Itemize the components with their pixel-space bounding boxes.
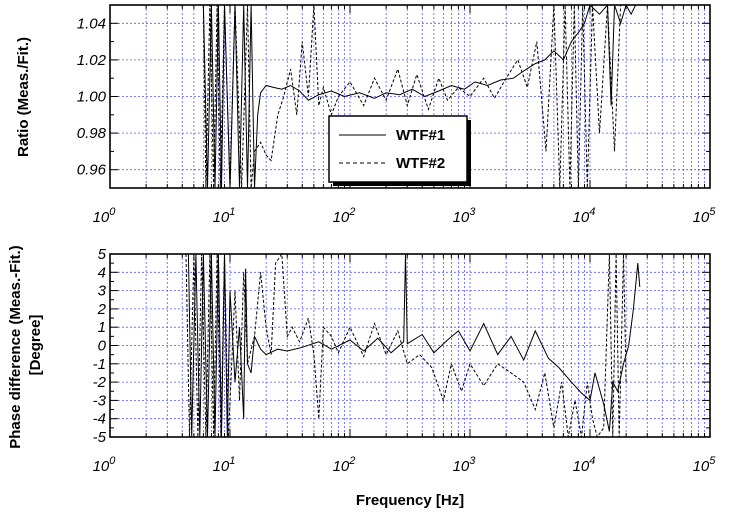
x-tick-label: 104 (573, 206, 596, 226)
phase-series (185, 252, 641, 439)
x-tick-label: 105 (693, 455, 717, 475)
y-tick-label: 0.98 (77, 125, 107, 142)
y-tick-label: -5 (93, 429, 107, 446)
ratio-legend: WTF#1 WTF#2 (328, 115, 471, 186)
x-tick-label: 100 (93, 455, 117, 475)
y-tick-label: 2 (97, 301, 107, 318)
y-tick-label: 5 (98, 246, 107, 263)
y-tick-label: 1.00 (77, 89, 107, 106)
x-tick-label: 100 (93, 206, 117, 226)
x-tick-label: 101 (213, 206, 236, 226)
phase-y-axis-label-line1: Phase difference (Meas.-Fit.) (7, 245, 24, 448)
legend-box (328, 115, 468, 183)
ratio-panel: 100 101 102 103 104 105 0.960.981.001.021.04 … (15, 3, 717, 226)
x-tick-label: 102 (333, 455, 356, 475)
phase-x-axis-label: Frequency [Hz] (356, 492, 464, 509)
x-tick-label: 102 (333, 206, 356, 226)
series-wtf2 (202, 4, 622, 189)
y-tick-label: 1.02 (77, 52, 107, 69)
x-tick-label: 101 (213, 455, 236, 475)
phase-panel: 100 101 102 103 104 105 -5-4 -3-2-10 123 45 Phas… (7, 241, 717, 509)
y-tick-label: 0 (98, 338, 107, 355)
phase-plot-frame (109, 253, 711, 438)
y-tick-label: -4 (93, 411, 106, 428)
y-tick-label: -1 (93, 356, 106, 373)
x-tick-label: 103 (453, 455, 477, 475)
y-tick-label: 1.04 (77, 15, 106, 32)
phase-y-axis-label-line2: [Degree] (27, 315, 44, 376)
y-tick-label: 1 (98, 319, 106, 336)
ratio-y-ticks: 0.96 0.98 1.00 1.02 1.04 (77, 15, 710, 179)
series-wtf1 (187, 253, 641, 438)
legend-label-wtf1: WTF#1 (396, 127, 445, 144)
x-tick-label: 104 (573, 455, 596, 475)
y-tick-label: 0.96 (77, 162, 107, 179)
y-tick-label: -3 (93, 392, 107, 409)
y-tick-label: -2 (93, 374, 107, 391)
legend-label-wtf2: WTF#2 (396, 155, 445, 172)
phase-y-axis-label: Phase difference (Meas.-Fit.) [Degree] (7, 241, 44, 449)
y-tick-label: 4 (98, 264, 106, 281)
y-tick-label: 3 (98, 283, 107, 300)
x-tick-label: 105 (693, 206, 717, 226)
series-wtf2 (185, 252, 627, 439)
ratio-y-axis-label: Ratio (Meas./Fit.) (15, 37, 32, 157)
ratio-plot-frame (109, 4, 711, 189)
x-tick-label: 103 (453, 206, 477, 226)
